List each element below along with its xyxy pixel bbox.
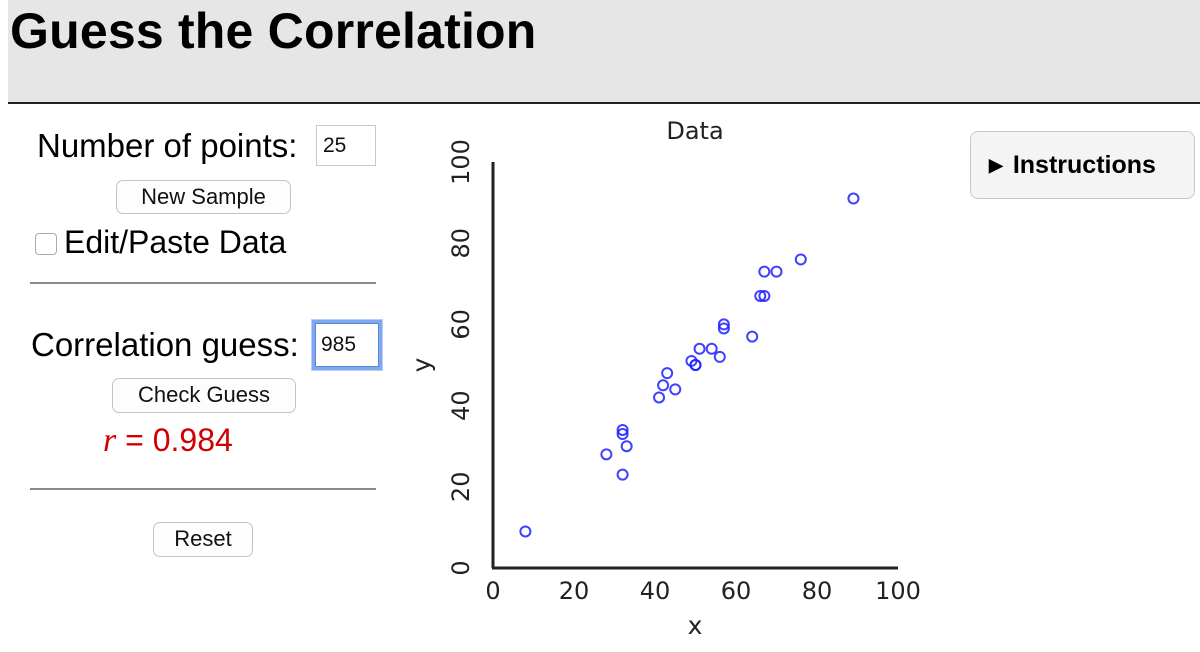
data-point xyxy=(794,253,807,266)
data-point xyxy=(653,391,666,404)
data-point xyxy=(693,342,706,355)
data-point xyxy=(758,289,771,302)
triangle-right-icon: ▶ xyxy=(989,155,1003,175)
data-point xyxy=(669,383,682,396)
page-header: Guess the Correlation xyxy=(8,0,1200,104)
new-sample-button[interactable]: New Sample xyxy=(116,180,291,214)
data-point xyxy=(754,289,767,302)
y-tick-label: 100 xyxy=(447,139,475,185)
x-tick-label: 60 xyxy=(721,577,752,605)
y-tick-label: 60 xyxy=(447,309,475,340)
chart-title: Data xyxy=(666,117,723,145)
result-value: = 0.984 xyxy=(116,422,233,458)
data-point xyxy=(600,448,613,461)
correlation-guess-input[interactable] xyxy=(312,320,382,370)
y-tick-label: 40 xyxy=(447,390,475,421)
edit-paste-label: Edit/Paste Data xyxy=(64,224,287,260)
data-point xyxy=(661,367,674,380)
data-point xyxy=(770,265,783,278)
data-point xyxy=(519,525,532,538)
data-point xyxy=(705,342,718,355)
x-tick-label: 40 xyxy=(640,577,671,605)
data-point xyxy=(616,423,629,436)
correlation-guess-label: Correlation guess: xyxy=(31,326,299,363)
check-guess-button[interactable]: Check Guess xyxy=(112,378,296,413)
page-title: Guess the Correlation xyxy=(10,3,537,59)
data-point xyxy=(758,265,771,278)
scatter-chart: Data 0 20 40 60 80 100 0 20 40 60 80 100 x y xyxy=(407,117,921,640)
divider xyxy=(30,282,376,284)
instructions-button[interactable]: ▶ Instructions xyxy=(970,131,1195,199)
instructions-label: Instructions xyxy=(1012,151,1156,179)
correlation-result: r = 0.984 xyxy=(103,422,233,460)
x-tick-label: 80 xyxy=(802,577,833,605)
data-point xyxy=(620,440,633,453)
y-tick-label: 0 xyxy=(447,560,475,575)
data-point xyxy=(717,322,730,335)
edit-paste-checkbox[interactable] xyxy=(35,233,57,255)
y-tick-label: 20 xyxy=(447,472,475,503)
num-points-input[interactable] xyxy=(316,125,376,166)
data-point xyxy=(746,330,759,343)
x-tick-label: 100 xyxy=(875,577,921,605)
divider xyxy=(30,488,376,490)
data-point xyxy=(689,359,702,371)
data-point xyxy=(616,468,629,481)
data-point xyxy=(847,192,860,205)
data-point xyxy=(713,350,726,363)
data-point xyxy=(616,428,629,441)
data-point xyxy=(657,379,670,392)
x-axis-label: x xyxy=(688,611,703,640)
y-axis-label: y xyxy=(407,357,436,372)
num-points-label: Number of points: xyxy=(37,127,298,164)
result-r-symbol: r xyxy=(103,422,117,459)
reset-button[interactable]: Reset xyxy=(153,522,253,557)
data-point xyxy=(717,318,730,331)
y-tick-label: 80 xyxy=(447,228,475,259)
x-tick-label: 20 xyxy=(559,577,590,605)
x-tick-label: 0 xyxy=(485,577,500,605)
